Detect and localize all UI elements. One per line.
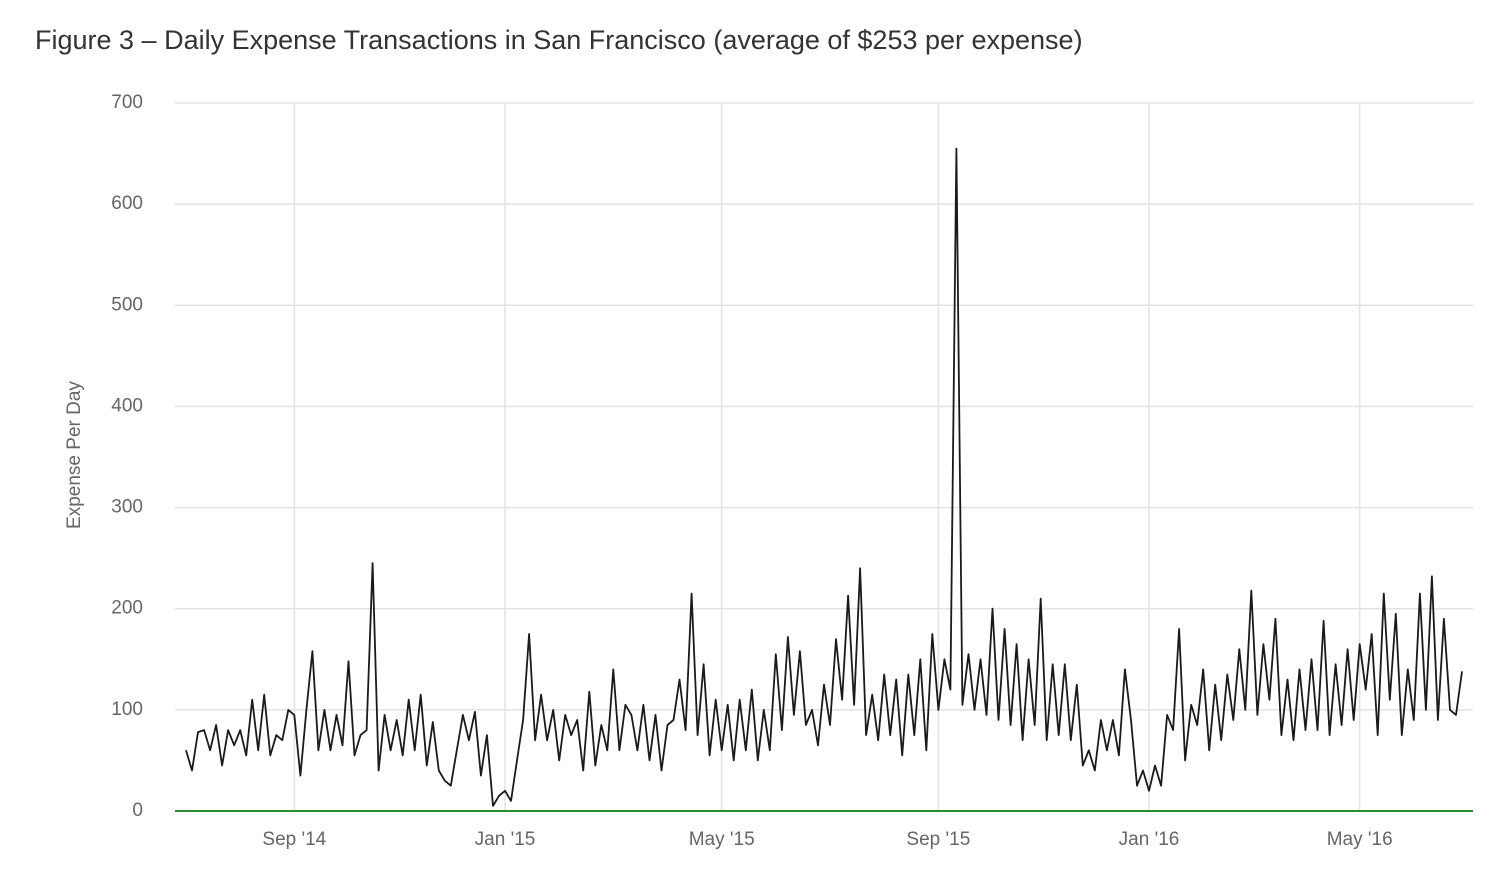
y-tick-label: 600 xyxy=(111,193,143,214)
chart-title: Figure 3 – Daily Expense Transactions in… xyxy=(35,25,1083,55)
data-line xyxy=(185,147,1463,807)
y-tick-label: 300 xyxy=(111,497,143,518)
x-tick-label: Jan '16 xyxy=(1119,829,1180,850)
y-tick-label: 500 xyxy=(111,294,143,315)
x-tick-label: May '16 xyxy=(1327,829,1393,850)
y-tick-label: 700 xyxy=(111,92,143,113)
x-tick-label: Sep '15 xyxy=(906,829,970,850)
x-tick-label: Sep '14 xyxy=(262,829,326,850)
y-tick-label: 100 xyxy=(111,699,143,720)
y-tick-label: 400 xyxy=(111,395,143,416)
x-tick-label: May '15 xyxy=(689,829,755,850)
x-tick-label: Jan '15 xyxy=(475,829,536,850)
y-axis-label: Expense Per Day xyxy=(64,381,85,529)
y-tick-label: 0 xyxy=(132,800,143,821)
y-tick-label: 200 xyxy=(111,598,143,619)
